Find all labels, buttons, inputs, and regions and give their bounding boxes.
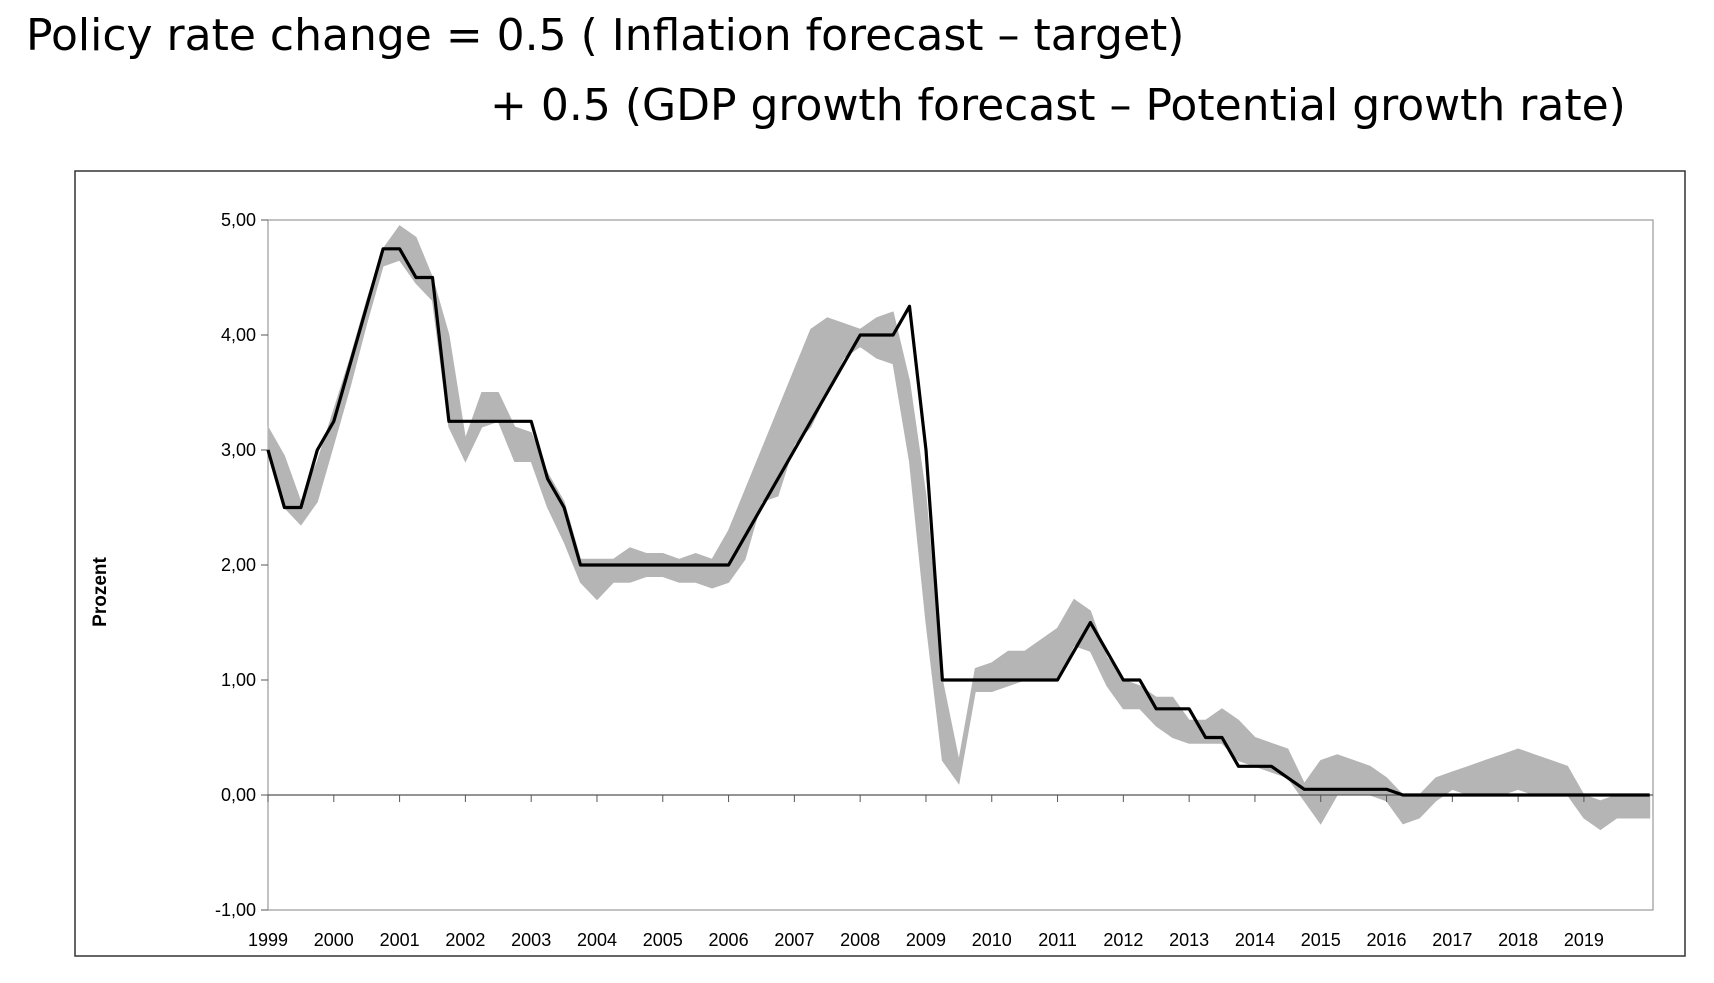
x-tick-label: 2012 [1103, 930, 1143, 950]
y-tick-label: 1,00 [221, 670, 256, 690]
x-tick-label: 2014 [1235, 930, 1275, 950]
x-tick-label: 2010 [972, 930, 1012, 950]
x-tick-label: 2011 [1038, 930, 1077, 950]
formula-line-1: Policy rate change = 0.5 ( Inflation for… [26, 10, 1185, 61]
x-tick-label: 2003 [511, 930, 551, 950]
forecast-band-layer [267, 225, 1651, 831]
x-tick-label: 2008 [840, 930, 880, 950]
x-tick-label: 2017 [1432, 930, 1472, 950]
x-tick-label: 2000 [314, 930, 354, 950]
formula: Policy rate change = 0.5 ( Inflation for… [0, 0, 1714, 160]
x-tick-label: 2009 [906, 930, 946, 950]
y-tick-label: 5,00 [221, 210, 256, 230]
y-axis-label: Prozent [90, 556, 111, 626]
y-tick-label: -1,00 [215, 900, 256, 920]
x-tick-label: 2006 [709, 930, 749, 950]
y-tick-label: 3,00 [221, 440, 256, 460]
y-tick-label: 4,00 [221, 325, 256, 345]
x-tick-label: 2001 [380, 930, 420, 950]
x-tick-label: 2016 [1367, 930, 1407, 950]
y-tick-label: 2,00 [221, 555, 256, 575]
x-tick-label: 2002 [445, 930, 485, 950]
x-tick-label: 2019 [1564, 930, 1604, 950]
x-tick-label: 2013 [1169, 930, 1209, 950]
policy-rate-line-layer [266, 247, 1650, 797]
forecast-band-area [267, 225, 1651, 831]
x-tick-label: 2004 [577, 930, 617, 950]
x-tick-label: 1999 [248, 930, 288, 950]
y-tick-label: 0,00 [221, 785, 256, 805]
policy-rate-line [266, 247, 1650, 797]
x-tick-label: 2018 [1498, 930, 1538, 950]
formula-line-2: + 0.5 (GDP growth forecast – Potential g… [490, 80, 1626, 131]
x-tick-label: 2005 [643, 930, 683, 950]
axis-layer: -1,00 0,00 1,00 2,00 3,00 4,00 5,00 1999 2000 200… [215, 210, 1653, 950]
x-tick-label: 2015 [1301, 930, 1341, 950]
chart-frame [74, 170, 1686, 957]
x-tick-label: 2007 [774, 930, 814, 950]
